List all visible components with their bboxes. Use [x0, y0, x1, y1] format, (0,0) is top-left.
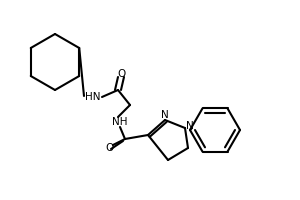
Text: N: N	[186, 121, 194, 131]
Text: HN: HN	[85, 92, 101, 102]
Text: O: O	[106, 143, 114, 153]
Text: N: N	[161, 110, 169, 120]
Text: O: O	[117, 69, 125, 79]
Text: NH: NH	[112, 117, 128, 127]
